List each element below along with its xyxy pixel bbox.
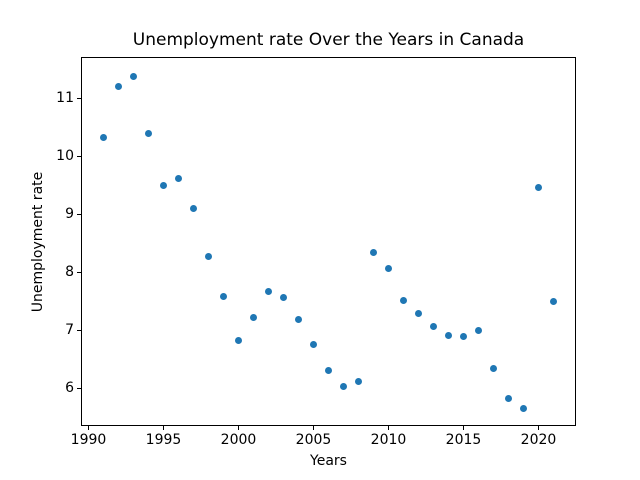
data-point (400, 297, 407, 305)
y-axis-label: Unemployment rate (30, 171, 46, 313)
x-tick-label: 1995 (145, 432, 182, 448)
data-point (160, 182, 167, 190)
data-point (175, 175, 182, 183)
x-tick-label: 2005 (295, 432, 332, 448)
data-point (505, 394, 512, 402)
data-point (385, 265, 392, 273)
data-point (130, 72, 137, 80)
x-tick-mark (238, 426, 239, 430)
x-tick-label: 1990 (70, 432, 107, 448)
y-tick-mark (77, 387, 81, 389)
y-tick-mark (77, 97, 81, 99)
data-point (115, 82, 122, 90)
data-point (205, 252, 212, 260)
data-point (310, 341, 317, 349)
data-point (370, 249, 377, 257)
y-tick-label: 7 (65, 322, 74, 339)
y-tick-mark (77, 155, 81, 157)
data-point (445, 331, 452, 339)
data-point (520, 404, 527, 412)
data-point (235, 337, 242, 345)
data-point (415, 309, 422, 317)
data-point (325, 367, 332, 375)
chart-title: Unemployment rate Over the Years in Cana… (132, 30, 525, 50)
y-tick-mark (77, 213, 81, 215)
data-point (220, 293, 227, 301)
data-point (190, 204, 197, 212)
x-tick-mark (388, 426, 389, 430)
data-point (490, 365, 497, 373)
y-tick-label: 10 (56, 148, 74, 165)
data-point (550, 297, 557, 305)
x-tick-mark (88, 426, 89, 430)
data-point (280, 293, 287, 301)
x-tick-label: 2010 (370, 432, 407, 448)
y-tick-label: 6 (65, 380, 74, 397)
y-tick-label: 8 (65, 264, 74, 281)
data-point (265, 288, 272, 296)
y-tick-mark (77, 329, 81, 331)
x-tick-mark (313, 426, 314, 430)
data-point (295, 316, 302, 324)
x-axis-label: Years (310, 453, 347, 469)
data-point (535, 184, 542, 192)
plot-area (81, 57, 576, 426)
x-tick-mark (538, 426, 539, 430)
x-tick-label: 2020 (520, 432, 557, 448)
data-point (355, 377, 362, 385)
y-tick-label: 11 (56, 90, 74, 107)
y-tick-label: 9 (65, 206, 74, 223)
data-point (145, 130, 152, 138)
data-point (100, 134, 107, 142)
data-point (340, 383, 347, 391)
x-tick-mark (163, 426, 164, 430)
x-tick-label: 2000 (220, 432, 257, 448)
data-point (475, 326, 482, 334)
data-point (250, 314, 257, 321)
y-tick-mark (77, 271, 81, 273)
data-point (430, 322, 437, 330)
x-tick-label: 2015 (445, 432, 482, 448)
data-point (460, 332, 467, 340)
x-tick-mark (463, 426, 464, 430)
